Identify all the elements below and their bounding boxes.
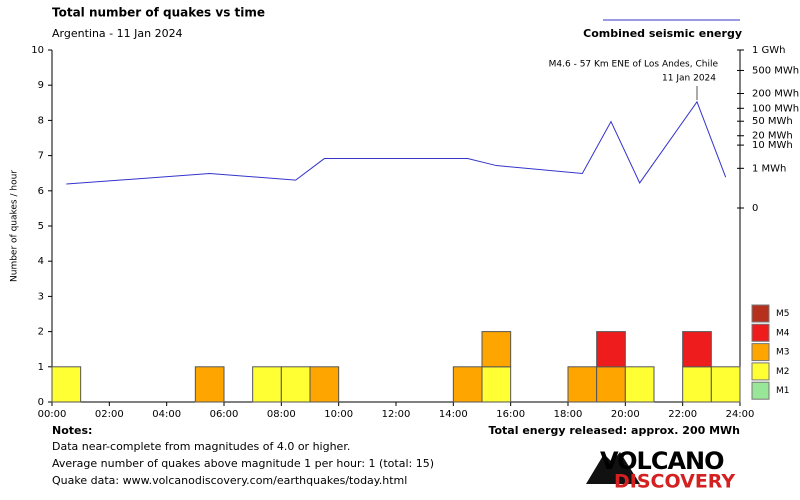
bar-segment <box>710 366 741 403</box>
x-tick-label: 18:00 <box>554 409 583 420</box>
y-tick-label: 6 <box>38 186 44 197</box>
bar-segment <box>51 366 82 403</box>
y2-tick-label: 50 MWh <box>752 116 793 127</box>
x-tick-label: 20:00 <box>611 409 640 420</box>
y-tick-label: 0 <box>38 397 44 408</box>
legend-swatch <box>751 304 770 323</box>
logo-text: DISCOVERY <box>614 471 735 493</box>
legend-label: M1 <box>776 386 790 396</box>
bar-segment <box>452 366 483 403</box>
y-tick-label: 5 <box>38 221 44 232</box>
x-tick-label: 14:00 <box>439 409 468 420</box>
bar-segment <box>481 366 512 403</box>
energy-line <box>66 100 727 185</box>
y-tick-label: 9 <box>38 80 44 91</box>
bar-segment <box>481 331 512 368</box>
y-tick-label: 1 <box>38 362 44 373</box>
bar-segment <box>596 331 626 368</box>
y2-tick-label: 100 MWh <box>752 103 799 114</box>
bar-segment <box>309 366 340 403</box>
x-tick-label: 22:00 <box>668 409 697 420</box>
legend-label: Combined seismic energy <box>583 27 742 40</box>
y2-tick-label: 500 MWh <box>752 65 799 76</box>
x-tick-label: 08:00 <box>267 409 296 420</box>
legend-label: M2 <box>776 367 790 377</box>
note: Quake data: www.volcanodiscovery.com/ear… <box>52 474 407 487</box>
y-tick-label: 2 <box>38 327 44 338</box>
annotation: M4.6 - 57 Km ENE of Los Andes, Chile <box>549 60 719 70</box>
legend-label: M4 <box>776 328 790 338</box>
x-tick-label: 06:00 <box>210 409 239 420</box>
total-energy: Total energy released: approx. 200 MWh <box>488 424 740 437</box>
x-tick-label: 16:00 <box>496 409 525 420</box>
note: Data near-complete from magnitudes of 4.… <box>52 440 350 453</box>
bar-segment <box>682 331 712 368</box>
legend-label: M5 <box>776 309 790 319</box>
logo-icon <box>586 452 640 484</box>
legend-label: M3 <box>776 348 790 358</box>
y2-tick-label: 20 MWh <box>752 131 793 142</box>
legend-swatch <box>751 381 770 400</box>
bar-segment <box>624 366 655 403</box>
bar-segment <box>567 366 598 403</box>
legend-swatch <box>751 362 770 381</box>
x-tick-label: 04:00 <box>152 409 181 420</box>
x-tick-label: 24:00 <box>726 409 755 420</box>
bar-segment <box>596 366 626 403</box>
y2-tick-label: 200 MWh <box>752 88 799 99</box>
y2-tick-label: 1 MWh <box>752 163 786 174</box>
chart-subtitle: Argentina - 11 Jan 2024 <box>52 27 183 40</box>
logo-text: VOLCANO <box>600 447 724 475</box>
x-tick-label: 02:00 <box>95 409 124 420</box>
x-tick-label: 10:00 <box>324 409 353 420</box>
y-tick-label: 3 <box>38 291 44 302</box>
bar-segment <box>280 366 311 403</box>
y2-tick-label: 0 <box>752 203 758 214</box>
chart-title: Total number of quakes vs time <box>52 6 265 20</box>
y-tick-label: 8 <box>38 115 44 126</box>
x-tick-label: 12:00 <box>382 409 411 420</box>
notes-title: Notes: <box>52 424 92 437</box>
y-axis-label: Number of quakes / hour <box>10 170 20 282</box>
annotation: 11 Jan 2024 <box>662 74 716 84</box>
y-tick-label: 4 <box>38 256 44 267</box>
legend-swatch <box>751 343 770 362</box>
legend-swatch <box>751 323 770 342</box>
x-tick-label: 00:00 <box>38 409 67 420</box>
bar-segment <box>682 366 712 403</box>
bar-segment <box>252 366 282 403</box>
y2-tick-label: 10 MWh <box>752 140 793 151</box>
bar-segment <box>194 366 225 403</box>
y-tick-label: 10 <box>31 45 44 56</box>
note: Average number of quakes above magnitude… <box>52 457 434 470</box>
y-tick-label: 7 <box>38 151 44 162</box>
y2-tick-label: 1 GWh <box>752 45 786 56</box>
